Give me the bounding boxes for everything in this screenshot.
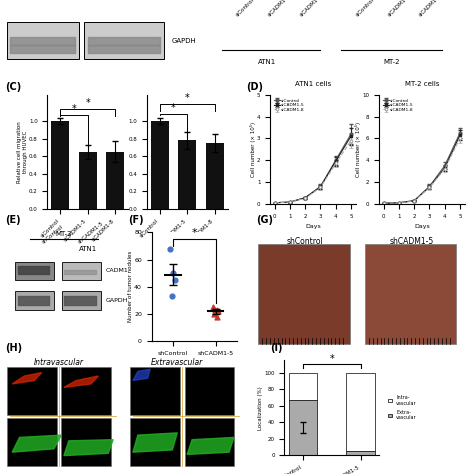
- Text: (I): (I): [270, 343, 283, 353]
- Text: *: *: [72, 104, 76, 114]
- Text: siControl: siControl: [235, 0, 255, 18]
- Bar: [7, 22, 79, 59]
- Text: (F): (F): [128, 215, 144, 225]
- Bar: [62, 262, 101, 280]
- Point: [169, 269, 177, 277]
- Y-axis label: Relative cell migration
through HUVEC: Relative cell migration through HUVEC: [17, 121, 27, 182]
- Point: [214, 308, 222, 315]
- Bar: [79, 152, 97, 209]
- Bar: [7, 418, 56, 466]
- Bar: [206, 143, 224, 209]
- Bar: [185, 367, 234, 415]
- Polygon shape: [187, 438, 234, 455]
- Polygon shape: [12, 435, 62, 452]
- Bar: [62, 418, 111, 466]
- Bar: [185, 418, 234, 466]
- Text: *: *: [329, 354, 334, 364]
- Text: (D): (D): [246, 82, 264, 92]
- Text: siControl: siControl: [355, 0, 375, 18]
- Bar: [51, 121, 69, 209]
- Y-axis label: Number of tumor nodules: Number of tumor nodules: [128, 251, 133, 322]
- Bar: [15, 262, 55, 280]
- Text: *: *: [185, 93, 190, 103]
- Polygon shape: [64, 440, 113, 456]
- Point: [210, 303, 217, 311]
- Point: [211, 306, 219, 314]
- Bar: [106, 152, 124, 209]
- Text: shControl: shControl: [41, 224, 64, 245]
- Bar: [289, 373, 318, 400]
- Legend: siControl, siCADM1-5, siCADM1-8: siControl, siCADM1-5, siCADM1-8: [382, 97, 415, 114]
- Bar: [62, 367, 111, 415]
- Text: shControl: shControl: [287, 237, 323, 246]
- Text: Extravascular: Extravascular: [151, 358, 203, 367]
- Text: ATN1: ATN1: [258, 59, 276, 65]
- Point: [214, 313, 221, 320]
- X-axis label: ATN1: ATN1: [79, 246, 97, 252]
- Bar: [130, 418, 180, 466]
- Text: MT-2: MT-2: [55, 231, 72, 237]
- Text: (E): (E): [5, 215, 20, 225]
- Legend: Intra-
vascular, Extra-
vascular: Intra- vascular, Extra- vascular: [386, 393, 419, 422]
- Y-axis label: Localization (%): Localization (%): [258, 386, 263, 429]
- Legend: siControl, siCADM1-5, siCADM1-8: siControl, siCADM1-5, siCADM1-8: [273, 97, 306, 114]
- Text: Intravascular: Intravascular: [34, 358, 84, 367]
- Text: shCADM1-5: shCADM1-5: [77, 220, 105, 245]
- Point: [213, 306, 220, 314]
- Text: siCADM1-5: siCADM1-5: [386, 0, 411, 18]
- Text: shCADM1-5: shCADM1-5: [390, 237, 434, 246]
- X-axis label: Days: Days: [414, 224, 430, 229]
- Point: [172, 276, 179, 284]
- X-axis label: Days: Days: [305, 224, 321, 229]
- Point: [210, 310, 218, 318]
- Bar: [289, 400, 318, 455]
- Bar: [346, 451, 375, 455]
- Text: GAPDH: GAPDH: [105, 298, 128, 303]
- Text: (C): (C): [5, 82, 21, 92]
- X-axis label: MT-2: MT-2: [179, 246, 195, 252]
- Y-axis label: Cell number (× 10⁵): Cell number (× 10⁵): [355, 122, 361, 177]
- Polygon shape: [64, 376, 99, 387]
- Title: ATN1 cells: ATN1 cells: [295, 82, 331, 88]
- Bar: [258, 244, 350, 344]
- Text: *: *: [85, 98, 90, 108]
- Text: *: *: [171, 103, 176, 113]
- Bar: [178, 140, 196, 209]
- Polygon shape: [133, 433, 177, 452]
- Bar: [151, 121, 169, 209]
- Bar: [7, 367, 56, 415]
- Point: [168, 292, 175, 300]
- Text: siCADM1-8: siCADM1-8: [299, 0, 323, 18]
- Bar: [130, 367, 180, 415]
- Text: (G): (G): [256, 215, 273, 225]
- Bar: [346, 373, 375, 451]
- Polygon shape: [133, 369, 150, 381]
- Text: siCADM1-8: siCADM1-8: [418, 0, 443, 18]
- Text: MT-2: MT-2: [383, 59, 400, 65]
- Bar: [15, 292, 55, 310]
- Y-axis label: Cell number (× 10⁵): Cell number (× 10⁵): [250, 122, 255, 177]
- Bar: [62, 292, 101, 310]
- Bar: [365, 244, 456, 344]
- Bar: [84, 22, 164, 59]
- Polygon shape: [12, 373, 42, 384]
- Text: siCADM1-5: siCADM1-5: [267, 0, 292, 18]
- Text: *: *: [191, 228, 197, 238]
- Point: [166, 245, 174, 252]
- Text: GAPDH: GAPDH: [172, 38, 196, 44]
- Text: (H): (H): [5, 343, 22, 353]
- Title: MT-2 cells: MT-2 cells: [405, 82, 439, 88]
- Text: CADM1: CADM1: [105, 268, 128, 273]
